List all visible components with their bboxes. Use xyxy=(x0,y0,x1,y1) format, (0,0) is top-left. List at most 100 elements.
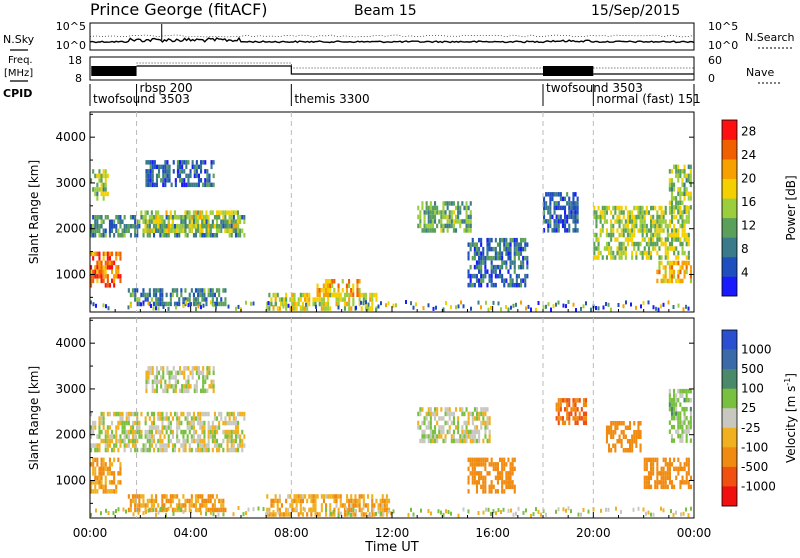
heatmap-cell xyxy=(234,438,237,444)
heatmap-cell xyxy=(679,269,682,275)
power-colorbar-swatch xyxy=(722,178,737,199)
heatmap-cell xyxy=(115,251,118,257)
heatmap-cell xyxy=(131,288,134,293)
heatmap-cell xyxy=(545,219,548,224)
heatmap-cell xyxy=(178,425,181,430)
heatmap-cell xyxy=(335,498,338,504)
x-tick-label: 00:00 xyxy=(677,526,712,540)
heatmap-cell xyxy=(658,237,661,242)
heatmap-cell xyxy=(123,425,126,430)
heatmap-cell xyxy=(689,178,692,183)
heatmap-cell xyxy=(494,475,497,481)
heatmap-cell xyxy=(585,398,588,403)
heatmap-cell xyxy=(167,233,170,238)
heatmap-cell xyxy=(457,429,460,435)
heatmap-cell xyxy=(228,416,231,421)
heatmap-cell xyxy=(689,438,692,443)
heatmap-cell xyxy=(520,242,523,247)
heatmap-cell xyxy=(460,300,462,305)
heatmap-cell xyxy=(339,498,342,504)
heatmap-cell xyxy=(184,503,187,508)
heatmap-cell xyxy=(639,241,642,247)
heatmap-cell xyxy=(150,215,153,220)
heatmap-cell xyxy=(461,407,464,412)
heatmap-cell xyxy=(673,274,676,279)
heatmap-cell xyxy=(181,384,184,389)
heatmap-cell xyxy=(377,503,380,508)
heatmap-cell xyxy=(525,306,527,311)
heatmap-cell xyxy=(182,297,185,302)
heatmap-cell xyxy=(607,507,610,512)
heatmap-cell xyxy=(174,384,177,389)
heatmap-cell xyxy=(138,503,141,508)
heatmap-cell xyxy=(134,288,137,293)
heatmap-cell xyxy=(440,425,443,430)
heatmap-cell xyxy=(197,447,200,453)
heatmap-cell xyxy=(405,300,407,304)
heatmap-cell xyxy=(681,191,684,197)
heatmap-cell xyxy=(469,214,472,220)
heatmap-cell xyxy=(448,214,451,220)
heatmap-cell xyxy=(557,300,560,305)
heatmap-cell xyxy=(211,223,214,229)
heatmap-cell xyxy=(673,397,676,403)
heatmap-cell xyxy=(190,503,193,508)
heatmap-cell xyxy=(643,223,646,229)
heatmap-cell xyxy=(484,420,487,426)
heatmap-cell xyxy=(278,494,281,499)
heatmap-cell xyxy=(626,228,629,233)
heatmap-cell xyxy=(683,164,686,170)
heatmap-cell xyxy=(142,494,145,499)
heatmap-cell xyxy=(467,282,470,288)
heatmap-cell xyxy=(272,510,275,514)
heatmap-cell xyxy=(647,480,650,485)
heatmap-cell xyxy=(639,448,642,453)
heatmap-cell xyxy=(169,228,172,233)
heatmap-cell xyxy=(675,260,678,266)
heatmap-cell xyxy=(455,438,458,444)
heatmap-cell xyxy=(499,237,502,243)
heatmap-cell xyxy=(234,223,237,229)
heatmap-cell xyxy=(226,434,229,439)
heatmap-cell xyxy=(480,305,482,310)
heatmap-cell xyxy=(184,507,187,513)
heatmap-cell xyxy=(566,416,569,421)
heatmap-cell xyxy=(580,512,582,517)
heatmap-cell xyxy=(652,457,655,463)
heatmap-cell xyxy=(108,260,111,266)
heatmap-cell xyxy=(161,503,164,508)
heatmap-cell xyxy=(614,237,617,242)
heatmap-cell xyxy=(576,205,579,211)
heatmap-cell xyxy=(134,507,137,513)
heatmap-cell xyxy=(431,429,434,435)
heatmap-cell xyxy=(683,196,686,201)
heatmap-cell xyxy=(144,219,147,224)
heatmap-cell xyxy=(197,438,200,444)
heatmap-cell xyxy=(130,304,132,308)
heatmap-cell xyxy=(507,269,510,274)
heatmap-cell xyxy=(184,233,187,238)
heatmap-cell xyxy=(218,411,221,417)
heatmap-cell xyxy=(202,379,205,385)
heatmap-cell xyxy=(444,214,447,220)
nsearch-label: N.Search xyxy=(745,31,795,44)
heatmap-cell xyxy=(165,498,168,504)
heatmap-cell xyxy=(136,301,139,307)
heatmap-cell xyxy=(500,307,502,312)
heatmap-cell xyxy=(119,416,122,421)
heatmap-cell xyxy=(232,416,235,421)
heatmap-cell xyxy=(642,300,645,305)
heatmap-cell xyxy=(616,421,619,426)
heatmap-cell xyxy=(501,251,504,256)
heatmap-cell xyxy=(587,509,590,514)
heatmap-cell xyxy=(660,304,662,309)
heatmap-cell xyxy=(515,302,517,307)
heatmap-cell xyxy=(318,288,321,293)
heatmap-cell xyxy=(132,215,135,220)
heatmap-cell xyxy=(348,279,351,284)
velocity-colorbar-swatch xyxy=(722,427,737,448)
heatmap-cell xyxy=(299,503,302,508)
heatmap-cell xyxy=(677,187,680,192)
heatmap-cell xyxy=(643,246,646,251)
heatmap-cell xyxy=(526,255,529,261)
